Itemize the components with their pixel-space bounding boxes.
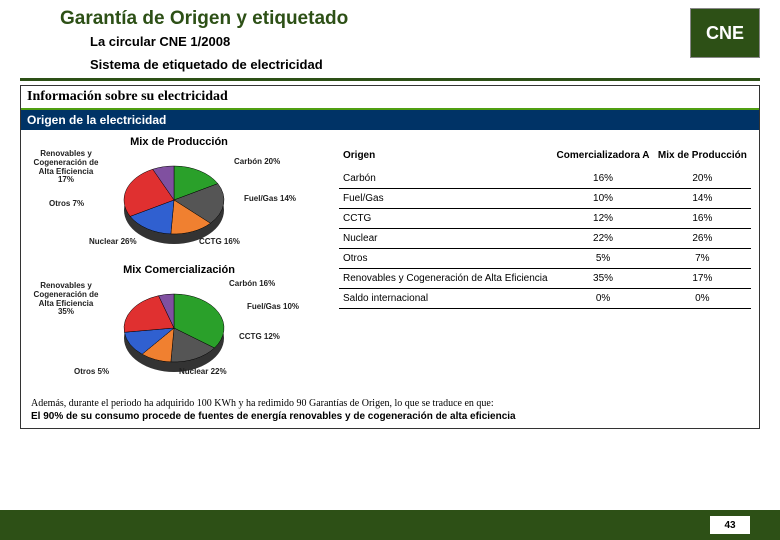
commercialization-mix-chart: Mix Comercialización Renovables y Cogene… — [29, 264, 329, 388]
label-fuelgas: Fuel/Gas 14% — [244, 195, 296, 204]
table-header: Origen — [339, 146, 552, 169]
label-carbon: Carbón 20% — [234, 158, 280, 167]
table-cell: Otros — [339, 249, 552, 269]
slide-title: Garantía de Origen y etiquetado — [60, 8, 760, 30]
slide-subtitle-1: La circular CNE 1/2008 — [90, 34, 760, 49]
info-title: Información sobre su electricidad — [21, 86, 759, 110]
table-cell: 22% — [552, 229, 653, 249]
table-cell: 10% — [552, 189, 653, 209]
table-row: Nuclear22%26% — [339, 229, 751, 249]
table-cell: 0% — [654, 289, 751, 309]
slide-subtitle-2: Sistema de etiquetado de electricidad — [90, 57, 760, 72]
chart-title-production: Mix de Producción — [29, 136, 329, 148]
table-cell: Carbón — [339, 169, 552, 189]
table-cell: 26% — [654, 229, 751, 249]
origin-table: OrigenComercializadora AMix de Producció… — [339, 146, 751, 309]
table-header: Comercializadora A — [552, 146, 653, 169]
table-cell: Renovables y Cogeneración de Alta Eficie… — [339, 269, 552, 289]
label-renovables: Renovables y Cogeneración de Alta Eficie… — [31, 150, 101, 185]
bottom-bar — [0, 510, 780, 540]
table-header: Mix de Producción — [654, 146, 751, 169]
divider-bar — [20, 78, 760, 81]
table-cell: 12% — [552, 209, 653, 229]
page-number: 43 — [710, 516, 750, 534]
table-cell: CCTG — [339, 209, 552, 229]
main-content: Mix de Producción Renovables y Cogenerac… — [21, 130, 759, 394]
table-row: CCTG12%16% — [339, 209, 751, 229]
footer-note-1: Además, durante el periodo ha adquirido … — [21, 394, 759, 411]
table-cell: Saldo internacional — [339, 289, 552, 309]
slide-header: Garantía de Origen y etiquetado La circu… — [0, 0, 780, 76]
table-cell: 14% — [654, 189, 751, 209]
table-cell: 16% — [552, 169, 653, 189]
table-cell: 0% — [552, 289, 653, 309]
label-carbon-c: Carbón 16% — [229, 280, 275, 289]
table-cell: 20% — [654, 169, 751, 189]
table-row: Fuel/Gas10%14% — [339, 189, 751, 209]
label-nuclear-c: Nuclear 22% — [179, 368, 227, 377]
production-mix-chart: Mix de Producción Renovables y Cogenerac… — [29, 136, 329, 260]
label-fuelgas-c: Fuel/Gas 10% — [247, 303, 299, 312]
label-cctg-c: CCTG 12% — [239, 333, 280, 342]
table-cell: Nuclear — [339, 229, 552, 249]
table-cell: Fuel/Gas — [339, 189, 552, 209]
table-cell: 35% — [552, 269, 653, 289]
table-cell: 16% — [654, 209, 751, 229]
cne-logo: CNE — [690, 8, 760, 58]
origin-section-header: Origen de la electricidad — [21, 110, 759, 130]
table-row: Carbón16%20% — [339, 169, 751, 189]
table-row: Renovables y Cogeneración de Alta Eficie… — [339, 269, 751, 289]
label-otros-c: Otros 5% — [74, 368, 109, 377]
chart-title-commercialization: Mix Comercialización — [29, 264, 329, 276]
label-nuclear: Nuclear 26% — [89, 238, 137, 247]
table-cell: 17% — [654, 269, 751, 289]
label-otros: Otros 7% — [49, 200, 84, 209]
footer-note-2: El 90% de su consumo procede de fuentes … — [21, 411, 759, 428]
table-cell: 7% — [654, 249, 751, 269]
table-row: Otros5%7% — [339, 249, 751, 269]
table-cell: 5% — [552, 249, 653, 269]
table-column: OrigenComercializadora AMix de Producció… — [329, 134, 751, 392]
label-renovables-c: Renovables y Cogeneración de Alta Eficie… — [31, 282, 101, 317]
charts-column: Mix de Producción Renovables y Cogenerac… — [29, 134, 329, 392]
content-panel: Información sobre su electricidad Origen… — [20, 85, 760, 429]
table-row: Saldo internacional0%0% — [339, 289, 751, 309]
label-cctg: CCTG 16% — [199, 238, 240, 247]
